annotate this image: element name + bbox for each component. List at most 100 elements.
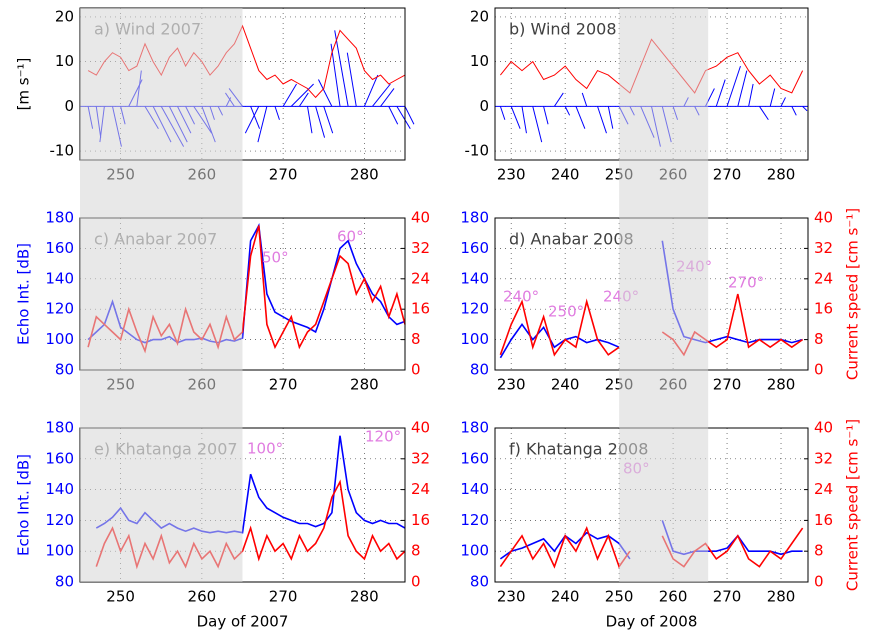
wind-vector bbox=[510, 106, 521, 129]
y2-tick-label: 40 bbox=[411, 209, 430, 227]
y2-axis-label: Current speed [cm s⁻¹] bbox=[844, 419, 862, 591]
x-tick-label: 270 bbox=[269, 166, 298, 184]
wind-vector bbox=[726, 65, 741, 107]
wind-vector bbox=[315, 106, 326, 138]
wind-vector bbox=[564, 106, 571, 116]
wind-vector bbox=[575, 106, 586, 129]
wind-vector bbox=[791, 106, 797, 116]
wind-vector bbox=[769, 88, 776, 107]
y2-tick-label: 24 bbox=[814, 480, 833, 498]
shaded-period bbox=[619, 428, 709, 582]
x-tick-label: 270 bbox=[713, 588, 742, 606]
y-tick-label: 0 bbox=[64, 97, 74, 115]
x-tick-label: 260 bbox=[659, 588, 688, 606]
wind-vector bbox=[737, 70, 748, 107]
x-tick-label: 270 bbox=[269, 588, 298, 606]
y2-tick-label: 0 bbox=[814, 361, 824, 379]
y-tick-label: 140 bbox=[460, 480, 489, 498]
y-tick-label: 180 bbox=[460, 209, 489, 227]
y-tick-label: 100 bbox=[45, 542, 74, 560]
wind-vector bbox=[404, 106, 415, 125]
direction-annotation: 240° bbox=[503, 288, 539, 306]
y2-tick-label: 32 bbox=[411, 449, 430, 467]
y-tick-label: -10 bbox=[50, 142, 75, 160]
y-tick-label: 140 bbox=[45, 480, 74, 498]
y-tick-label: 120 bbox=[460, 511, 489, 529]
wind-vector bbox=[244, 106, 260, 134]
x-tick-label: 270 bbox=[713, 376, 742, 394]
y-tick-label: 120 bbox=[45, 511, 74, 529]
wind-vector bbox=[499, 106, 506, 120]
y-tick-label: 80 bbox=[470, 361, 489, 379]
y2-tick-label: 40 bbox=[814, 209, 833, 227]
wind-vector bbox=[334, 30, 349, 107]
x-tick-label: 250 bbox=[605, 588, 634, 606]
direction-annotation: 120° bbox=[365, 428, 401, 446]
panel-title: b) Wind 2008 bbox=[509, 20, 617, 39]
wind-vector bbox=[748, 83, 754, 107]
wind-vector bbox=[307, 106, 313, 134]
wind-vector bbox=[388, 106, 399, 125]
direction-annotation: 60° bbox=[337, 228, 364, 246]
y-tick-label: 10 bbox=[470, 52, 489, 70]
wind-vector bbox=[372, 83, 391, 107]
x-tick-label: 280 bbox=[767, 376, 796, 394]
y-tick-label: 100 bbox=[460, 330, 489, 348]
direction-annotation: 270° bbox=[728, 274, 764, 292]
x-tick-label: 270 bbox=[713, 166, 742, 184]
y-tick-label: 140 bbox=[45, 269, 74, 287]
y-axis-label: Echo Int. [dB] bbox=[15, 454, 33, 556]
y2-tick-label: 24 bbox=[411, 269, 430, 287]
shaded-period bbox=[80, 428, 243, 582]
y2-tick-label: 32 bbox=[814, 449, 833, 467]
y-tick-label: 180 bbox=[45, 209, 74, 227]
wind-vector bbox=[780, 97, 786, 107]
y2-tick-label: 16 bbox=[411, 300, 430, 318]
wind-vector bbox=[607, 106, 614, 129]
y-tick-label: 10 bbox=[55, 52, 74, 70]
y2-tick-label: 24 bbox=[411, 480, 430, 498]
wind-vector bbox=[553, 92, 564, 107]
y-axis-label: Echo Int. [dB] bbox=[15, 243, 33, 345]
x-tick-label: 230 bbox=[497, 376, 526, 394]
wind-vector bbox=[290, 83, 314, 107]
y-tick-label: 80 bbox=[470, 573, 489, 591]
y-tick-label: 100 bbox=[460, 542, 489, 560]
y-axis-label: [m s⁻¹] bbox=[15, 58, 33, 111]
wind-vector bbox=[250, 106, 261, 129]
wind-vector bbox=[282, 83, 297, 107]
wind-vector bbox=[257, 106, 268, 143]
wind-vector bbox=[715, 79, 726, 107]
y-tick-label: 120 bbox=[45, 300, 74, 318]
x-axis-label: Day of 2008 bbox=[606, 613, 698, 631]
y2-tick-label: 0 bbox=[814, 573, 824, 591]
shaded-period bbox=[619, 8, 709, 218]
y-tick-label: 180 bbox=[45, 419, 74, 437]
wind-vector bbox=[581, 92, 588, 107]
y-tick-label: 160 bbox=[45, 239, 74, 257]
x-tick-label: 280 bbox=[350, 166, 379, 184]
wind-vector bbox=[380, 88, 395, 107]
x-tick-label: 260 bbox=[188, 588, 217, 606]
x-tick-label: 230 bbox=[497, 166, 526, 184]
y2-tick-label: 0 bbox=[411, 573, 421, 591]
y2-tick-label: 8 bbox=[814, 542, 824, 560]
y2-tick-label: 40 bbox=[411, 419, 430, 437]
y-tick-label: 0 bbox=[479, 97, 489, 115]
direction-annotation: 100° bbox=[247, 440, 283, 458]
y2-tick-label: 16 bbox=[411, 511, 430, 529]
y-tick-label: 20 bbox=[55, 7, 74, 25]
y2-tick-label: 32 bbox=[814, 239, 833, 257]
y-tick-label: 160 bbox=[460, 449, 489, 467]
y2-tick-label: 40 bbox=[814, 419, 833, 437]
wind-vector bbox=[330, 43, 341, 107]
direction-annotation: 250° bbox=[548, 303, 584, 321]
x-tick-label: 250 bbox=[106, 588, 135, 606]
y-tick-label: 20 bbox=[470, 7, 489, 25]
wind-vector bbox=[318, 79, 333, 107]
wind-vector bbox=[323, 106, 334, 134]
y-tick-label: 100 bbox=[45, 330, 74, 348]
wind-vector bbox=[396, 106, 411, 129]
wind-vector bbox=[759, 106, 769, 121]
